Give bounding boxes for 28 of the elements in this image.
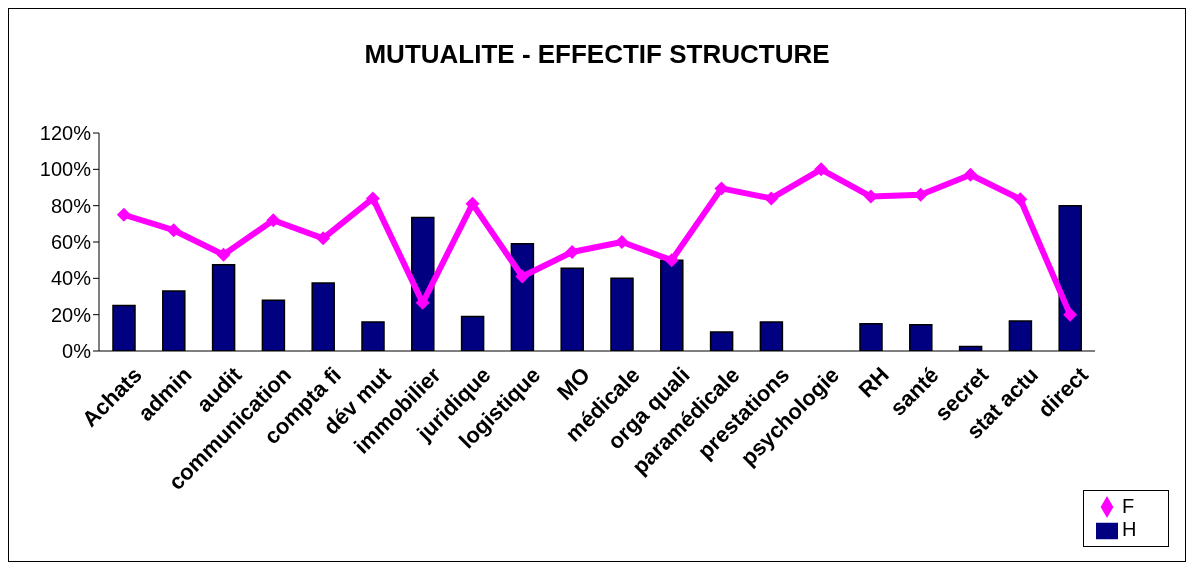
legend-label: H	[1122, 518, 1137, 541]
legend-label: F	[1122, 494, 1135, 517]
y-tick-label: 20%	[50, 303, 92, 326]
point	[316, 231, 331, 246]
chart-title: MUTUALITE - EFFECTIF STRUCTURE	[363, 39, 831, 70]
point	[515, 269, 530, 284]
point	[166, 223, 181, 238]
point	[664, 253, 679, 268]
point	[266, 213, 281, 228]
point	[714, 181, 729, 196]
point	[465, 196, 480, 211]
point	[365, 191, 380, 206]
point	[1013, 192, 1028, 207]
y-tick-label: 40%	[50, 267, 92, 290]
point	[863, 189, 878, 204]
y-tick-label: 60%	[50, 231, 92, 254]
point	[963, 167, 978, 182]
x-tick-label: RH	[853, 362, 894, 403]
point	[116, 207, 131, 222]
y-tick-label: 80%	[50, 194, 92, 217]
point	[415, 295, 430, 310]
point	[1063, 307, 1078, 322]
point	[814, 162, 829, 177]
point	[764, 191, 779, 206]
y-tick-label: 100%	[39, 158, 92, 181]
point	[216, 247, 231, 262]
y-tick-label: 120%	[39, 122, 92, 145]
y-tick-label: 0%	[62, 340, 92, 363]
